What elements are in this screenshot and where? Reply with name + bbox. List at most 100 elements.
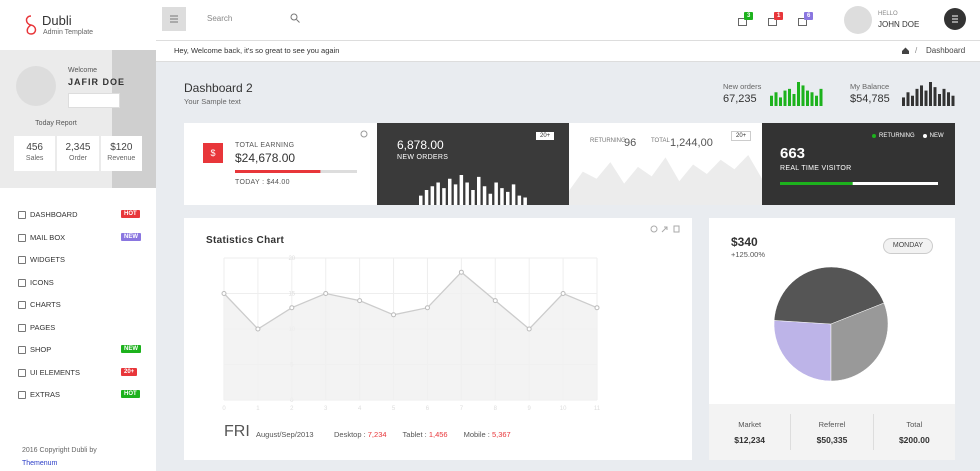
- bar: [819, 88, 823, 106]
- menu-item[interactable]: UI ELEMENTS 20+: [0, 365, 156, 381]
- visitors-progress: [780, 182, 938, 185]
- search-input[interactable]: Search: [207, 14, 233, 23]
- home-icon[interactable]: [901, 46, 910, 55]
- stat-box: $120 Revenue: [100, 136, 142, 171]
- menu-item[interactable]: EXTRAS HOT: [0, 387, 156, 403]
- bar: [792, 94, 796, 106]
- returning-value: 96: [624, 137, 637, 149]
- balance-value: $54,785: [850, 93, 890, 105]
- page-title: Dashboard 2: [184, 81, 253, 95]
- day-button[interactable]: MONDAY: [883, 238, 933, 254]
- summary-value: $200.00: [898, 435, 930, 445]
- menu-item[interactable]: SHOP NEW: [0, 342, 156, 358]
- bar: [933, 87, 937, 106]
- earning-today: TODAY : $44.00: [235, 179, 290, 186]
- returning-chart: [569, 155, 762, 205]
- visitors-card: RETURNING NEW 663 REAL TIME VISITOR: [762, 123, 955, 205]
- menu-item[interactable]: WIDGETS: [0, 252, 156, 268]
- device-value: 5,367: [491, 430, 511, 439]
- breadcrumb-current: Dashboard: [926, 46, 966, 55]
- menu-item[interactable]: DASHBOARD HOT: [0, 207, 156, 223]
- menu-item[interactable]: ICONS: [0, 275, 156, 291]
- legend-dot: [922, 134, 927, 138]
- menu-label: ICONS: [30, 277, 54, 287]
- page-subtitle: Your Sample text: [184, 97, 241, 106]
- device-stat: Tablet : 1,456: [403, 430, 448, 439]
- device-value: 7,234: [367, 430, 387, 439]
- notification[interactable]: 6: [796, 12, 814, 26]
- menu-item[interactable]: PAGES: [0, 320, 156, 336]
- menu-toggle[interactable]: [162, 7, 186, 31]
- bar: [929, 82, 932, 106]
- topbar: Search 3 1 6 HELLO JOHN DOE: [156, 0, 980, 41]
- footer-link[interactable]: Themenum: [22, 460, 58, 467]
- user-menu[interactable]: [944, 8, 966, 30]
- card-tools[interactable]: [650, 225, 686, 233]
- point: [492, 298, 498, 304]
- bar: [924, 90, 928, 106]
- menu-icon: [18, 391, 26, 399]
- orders-dropdown[interactable]: 20+: [536, 132, 555, 140]
- devices: Desktop : 7,234 Tablet : 1,456 Mobile : 5,…: [334, 430, 511, 439]
- menu-icon: [18, 368, 26, 377]
- point: [424, 305, 430, 311]
- menu-icon: [18, 233, 26, 242]
- y-tick-label: 15: [288, 292, 295, 298]
- bar: [947, 92, 950, 106]
- welcome: Welcome: [68, 67, 98, 74]
- earning-label: TOTAL EARNING: [235, 142, 295, 149]
- returning-dropdown[interactable]: 20+: [731, 131, 752, 141]
- refresh-icon[interactable]: [360, 130, 368, 138]
- summary-value: $50,335: [816, 435, 848, 445]
- bar: [459, 175, 464, 205]
- x-tick-label: 1: [256, 406, 260, 412]
- breadcrumb-separator: /: [915, 46, 918, 55]
- brand-name: Dubli: [42, 13, 72, 28]
- search-icon[interactable]: [290, 13, 300, 23]
- summary-label: Total: [906, 420, 923, 429]
- menu-badge: HOT: [121, 210, 140, 218]
- sales-summary: Market $12,234 Referrel $50,335 Total $200.00: [709, 404, 955, 460]
- notification[interactable]: 3: [736, 12, 754, 26]
- point: [289, 305, 295, 311]
- bar: [517, 195, 522, 205]
- bar: [488, 193, 493, 205]
- menu-item[interactable]: MAIL BOX NEW: [0, 230, 156, 246]
- notification-icon: [798, 18, 807, 26]
- profile-actions[interactable]: [68, 93, 120, 108]
- bar: [494, 182, 498, 205]
- summary-item: Referrel $50,335: [790, 414, 872, 450]
- menu-icon: [18, 256, 26, 264]
- summary-item: Total $200.00: [872, 414, 955, 450]
- notification-badge: 3: [744, 12, 754, 20]
- y-tick-label: 20: [288, 256, 295, 262]
- sales-card: $340 +125.00% MONDAY Market $12,234 Referr…: [709, 218, 955, 460]
- line-chart: 0510152001234567891011: [221, 256, 601, 412]
- report-title: Today Report: [35, 120, 77, 127]
- stat-label: Revenue: [107, 155, 136, 162]
- x-tick-label: 0: [222, 406, 226, 412]
- menu-item[interactable]: CHARTS: [0, 297, 156, 313]
- bar: [419, 195, 423, 205]
- total-label: TOTAL: [651, 138, 670, 144]
- profile: Welcome JAFIR DOE Today Report 456 Sales 2…: [0, 50, 156, 188]
- notification[interactable]: 1: [766, 12, 784, 26]
- orders-chart: [419, 175, 527, 205]
- orders-label: NEW ORDERS: [397, 154, 449, 161]
- x-tick-label: 6: [426, 406, 430, 412]
- pie-slice: [830, 302, 889, 382]
- menu-icon: [18, 301, 26, 309]
- point: [526, 326, 532, 332]
- bar: [815, 95, 818, 106]
- bar: [453, 184, 458, 205]
- menu-label: MAIL BOX: [30, 232, 66, 242]
- avatar: [16, 66, 56, 106]
- bar: [424, 190, 429, 205]
- menu-badge: HOT: [121, 390, 140, 398]
- balance-label: My Balance: [850, 82, 890, 91]
- line-area: [224, 272, 597, 400]
- device-value: 1,456: [428, 430, 448, 439]
- device-label: Desktop :: [334, 430, 368, 439]
- stat-value: $120: [110, 142, 133, 153]
- legend-dot: [872, 134, 876, 138]
